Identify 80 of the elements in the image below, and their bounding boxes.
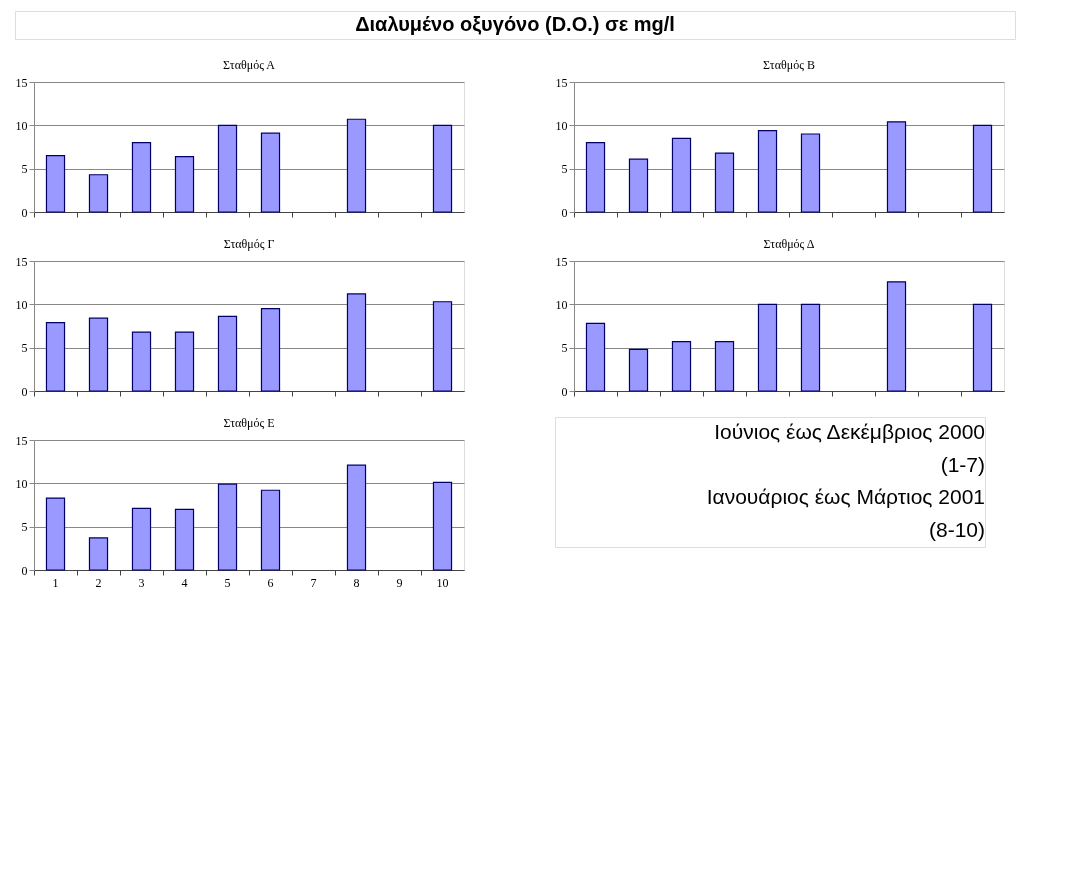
- bar: [45, 497, 66, 571]
- y-tick-label: 0: [561, 205, 568, 220]
- bar: [217, 124, 238, 213]
- bar: [88, 537, 109, 571]
- bar: [432, 301, 453, 392]
- bar: [432, 124, 453, 213]
- x-tick-label: 7: [310, 575, 317, 590]
- bar: [714, 341, 735, 392]
- bar: [628, 348, 649, 392]
- bar: [671, 341, 692, 392]
- bar: [714, 152, 735, 213]
- y-tick-label: 15: [15, 254, 28, 269]
- x-tick-label: 10: [436, 575, 449, 590]
- y-tick-label: 5: [21, 341, 28, 356]
- chart-title: Σταθμός Γ: [223, 237, 275, 251]
- bar: [628, 158, 649, 213]
- x-tick-label: 9: [396, 575, 403, 590]
- y-tick-label: 10: [15, 297, 28, 312]
- bar: [88, 174, 109, 213]
- bar: [217, 315, 238, 392]
- x-tick-label: 8: [353, 575, 360, 590]
- bar: [88, 317, 109, 392]
- bar: [346, 464, 367, 571]
- bar: [174, 331, 195, 392]
- bar: [45, 321, 66, 392]
- y-tick-label: 0: [561, 384, 568, 399]
- y-tick-label: 10: [15, 476, 28, 491]
- bar: [800, 133, 821, 213]
- bar: [585, 142, 606, 213]
- bar: [260, 132, 281, 213]
- bar: [45, 155, 66, 213]
- x-tick-label: 5: [224, 575, 231, 590]
- bar: [886, 121, 907, 213]
- bar: [432, 481, 453, 571]
- bar: [972, 303, 993, 392]
- bar: [757, 129, 778, 213]
- text: Διαλυμένο οξυγόνο (D.O.) σε mg/l: [355, 13, 675, 35]
- y-tick-label: 15: [15, 433, 28, 448]
- y-tick-label: 0: [21, 384, 28, 399]
- chart-title: Σταθμός Ε: [223, 416, 275, 430]
- y-tick-label: 10: [15, 118, 28, 133]
- y-tick-label: 15: [15, 75, 28, 90]
- text: (8-10): [928, 517, 985, 541]
- bar: [671, 137, 692, 213]
- bar: [131, 142, 152, 213]
- y-tick-label: 15: [555, 254, 568, 269]
- y-tick-label: 5: [21, 520, 28, 535]
- bar: [260, 489, 281, 571]
- y-tick-label: 5: [21, 162, 28, 177]
- x-tick-label: 1: [52, 575, 59, 590]
- bar: [131, 507, 152, 571]
- bar: [174, 508, 195, 571]
- bar: [217, 483, 238, 571]
- bar: [346, 293, 367, 392]
- bar: [346, 118, 367, 213]
- bar: [131, 331, 152, 392]
- chart-title: Σταθμός Β: [763, 58, 815, 72]
- text: (1-7): [940, 452, 985, 476]
- y-tick-label: 0: [21, 563, 28, 578]
- text: Ιούνιος έως Δεκέμβριος 2000: [714, 420, 985, 444]
- bar: [972, 124, 993, 213]
- x-tick-label: 4: [181, 575, 188, 590]
- bar: [585, 322, 606, 392]
- y-tick-label: 5: [561, 162, 568, 177]
- y-tick-label: 10: [555, 118, 568, 133]
- y-tick-label: 15: [555, 75, 568, 90]
- chart-title: Σταθμός Α: [223, 58, 276, 72]
- chart-title: Σταθμός Δ: [763, 237, 815, 251]
- text: Ιανουάριος έως Μάρτιος 2001: [706, 485, 985, 509]
- bar: [174, 155, 195, 213]
- bar: [886, 281, 907, 392]
- x-tick-label: 3: [138, 575, 145, 590]
- y-tick-label: 5: [561, 341, 568, 356]
- x-tick-label: 6: [267, 575, 274, 590]
- y-tick-label: 0: [21, 205, 28, 220]
- bar: [260, 308, 281, 392]
- bar: [757, 303, 778, 392]
- x-tick-label: 2: [95, 575, 102, 590]
- bar: [800, 303, 821, 392]
- y-tick-label: 10: [555, 297, 568, 312]
